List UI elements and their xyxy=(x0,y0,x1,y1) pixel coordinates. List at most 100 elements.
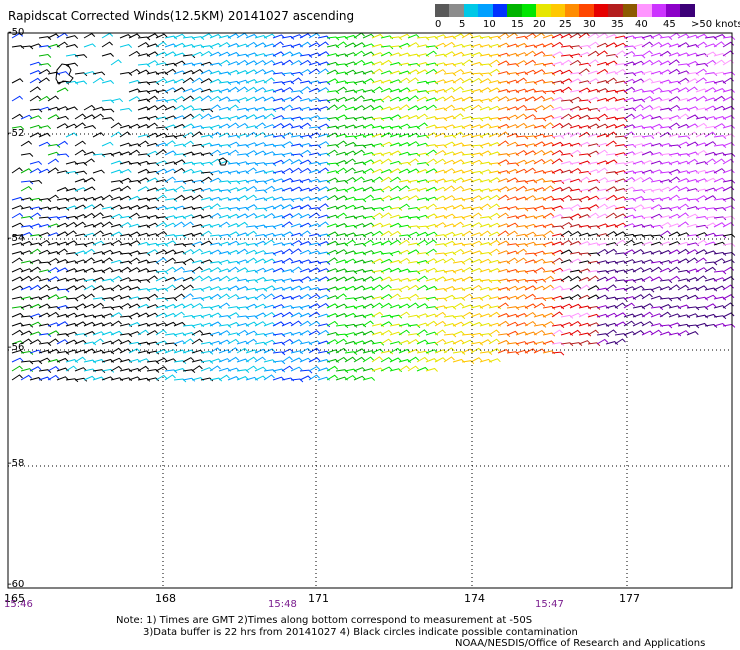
wind-barb xyxy=(461,105,474,111)
wind-barb xyxy=(551,267,564,273)
wind-barb xyxy=(74,243,88,248)
wind-barb xyxy=(335,86,348,93)
wind-barb xyxy=(137,259,150,264)
wind-barb xyxy=(227,367,240,372)
wind-barb xyxy=(560,99,574,104)
wind-barb xyxy=(56,41,68,48)
wind-barb xyxy=(20,330,33,336)
wind-barb xyxy=(290,34,303,39)
wind-barb xyxy=(65,252,79,257)
wind-barb xyxy=(632,151,645,156)
wind-barb xyxy=(686,60,699,66)
wind-barb xyxy=(452,68,465,75)
wind-barb xyxy=(110,180,124,184)
wind-barb xyxy=(155,33,168,39)
wind-barb xyxy=(308,107,322,112)
wind-barb xyxy=(227,312,240,318)
wind-barb xyxy=(299,249,312,255)
wind-barb xyxy=(209,286,222,291)
wind-barb xyxy=(389,206,403,211)
wind-barb xyxy=(434,144,448,149)
wind-barb xyxy=(182,357,195,363)
wind-barb xyxy=(272,196,285,201)
wind-barb xyxy=(119,302,132,309)
wind-barb xyxy=(101,117,115,122)
wind-barb xyxy=(722,222,735,228)
wind-barb xyxy=(272,278,286,283)
wind-barb xyxy=(704,250,717,255)
wind-barb xyxy=(425,285,438,291)
wind-barb xyxy=(191,275,203,282)
wind-barb xyxy=(380,338,392,345)
wind-barb xyxy=(227,187,240,192)
wind-barb xyxy=(488,358,501,363)
wind-barb xyxy=(371,284,383,291)
wind-barb xyxy=(380,321,393,327)
wind-barb xyxy=(605,186,618,192)
wind-barb xyxy=(425,358,438,363)
wind-barb xyxy=(119,339,132,345)
wind-barb xyxy=(623,97,636,102)
wind-barb xyxy=(659,50,672,57)
wind-barb xyxy=(47,257,60,264)
wind-barb xyxy=(425,45,439,50)
wind-barb xyxy=(623,50,636,57)
wind-barb xyxy=(200,286,213,291)
wind-barb xyxy=(353,80,367,85)
wind-barb xyxy=(209,95,222,102)
wind-barb xyxy=(560,113,572,120)
wind-barb xyxy=(164,87,177,93)
legend-color-bar xyxy=(435,4,735,17)
wind-barb xyxy=(452,350,466,355)
wind-barb xyxy=(137,98,151,103)
wind-barb xyxy=(191,365,203,372)
wind-barb xyxy=(200,341,214,346)
wind-barb xyxy=(92,212,104,219)
wind-barb xyxy=(650,97,663,102)
wind-barb xyxy=(335,303,348,309)
wind-barb xyxy=(335,35,349,40)
wind-barb xyxy=(218,189,232,194)
wind-barb xyxy=(173,284,185,291)
wind-barb xyxy=(218,123,231,129)
wind-barb xyxy=(443,72,457,77)
wind-barb xyxy=(218,374,230,381)
wind-barb xyxy=(416,313,429,318)
wind-barb xyxy=(695,161,709,166)
wind-barb xyxy=(209,242,223,247)
wind-barb xyxy=(659,230,671,237)
wind-barb xyxy=(272,34,285,39)
wind-barb xyxy=(398,303,411,309)
wind-barb xyxy=(650,169,663,174)
wind-barb xyxy=(74,80,88,85)
wind-barb xyxy=(182,377,196,382)
wind-barb xyxy=(695,188,709,193)
wind-barb xyxy=(551,351,565,356)
wind-barb xyxy=(74,140,86,147)
wind-barb xyxy=(470,52,483,57)
wind-barb xyxy=(344,176,357,183)
wind-barb xyxy=(272,351,286,356)
wind-barb xyxy=(515,122,528,129)
wind-barb xyxy=(659,324,673,329)
wind-barb xyxy=(353,149,366,156)
wind-barb xyxy=(407,152,421,157)
wind-barb xyxy=(506,97,519,102)
wind-barb xyxy=(146,81,160,86)
wind-barb xyxy=(533,205,546,210)
wind-barb xyxy=(209,212,222,219)
wind-barb xyxy=(29,167,42,174)
wind-barb xyxy=(695,68,707,75)
wind-barb xyxy=(29,86,41,93)
wind-barb xyxy=(407,365,419,372)
wind-barb xyxy=(335,356,348,363)
wind-barb xyxy=(479,279,493,284)
wind-barb xyxy=(263,239,275,246)
wind-barb xyxy=(704,294,717,300)
wind-barb xyxy=(650,266,663,273)
wind-barb xyxy=(650,260,664,265)
wind-barb xyxy=(272,294,285,300)
wind-barb xyxy=(542,270,556,275)
wind-barb xyxy=(128,195,141,201)
wind-barb xyxy=(299,80,313,85)
